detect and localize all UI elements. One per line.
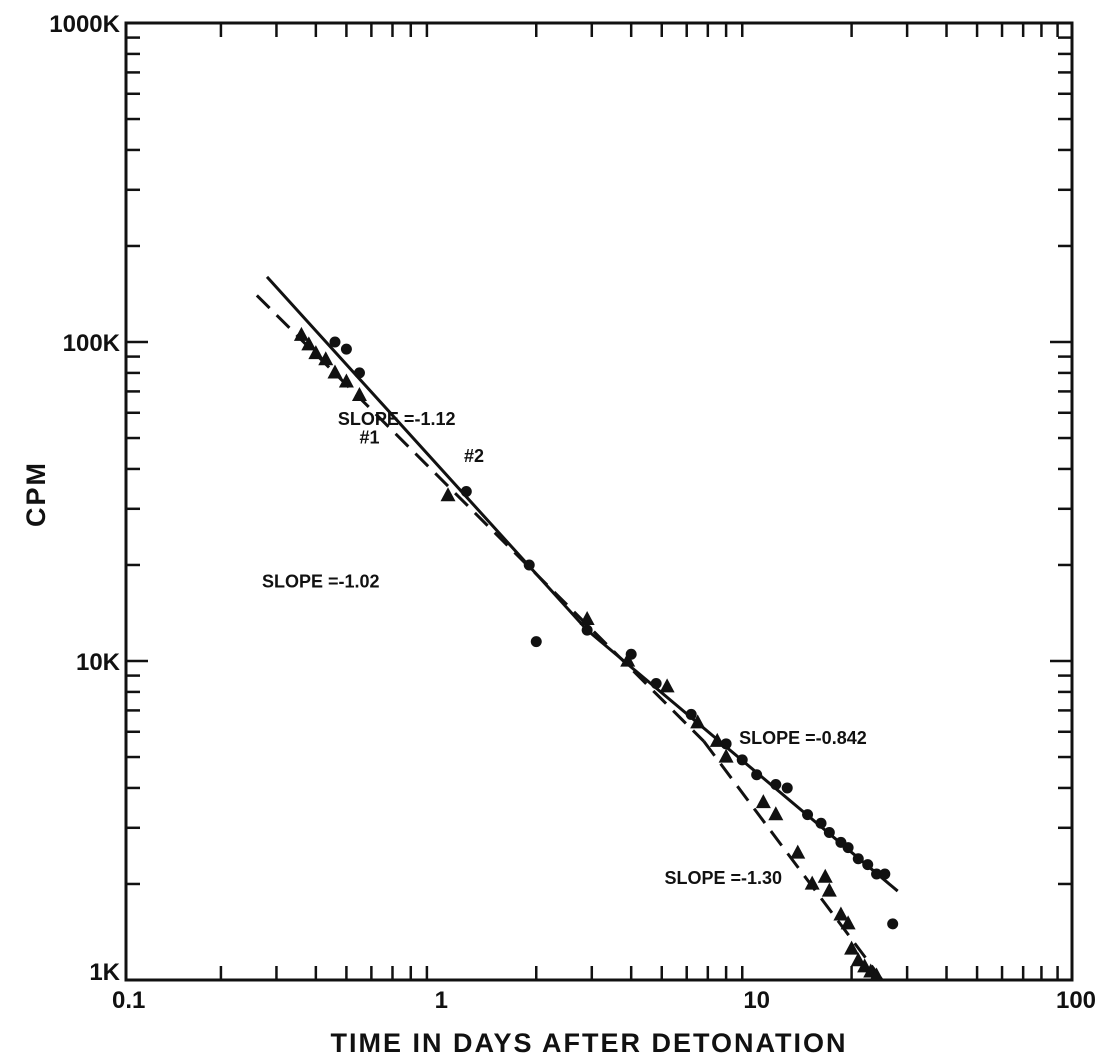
triangle-point — [833, 906, 849, 921]
x-axis-title: TIME IN DAYS AFTER DETONATION — [330, 1028, 847, 1058]
annotation-label: SLOPE =-0.842 — [739, 728, 867, 748]
annotation-label: SLOPE =-1.12 — [338, 409, 456, 429]
triangle-point — [768, 806, 784, 821]
circle-point — [887, 918, 899, 930]
triangle-point — [840, 915, 856, 930]
triangle-point — [790, 844, 806, 859]
triangle-point — [755, 794, 771, 809]
circle-point — [530, 636, 542, 648]
data-points — [293, 326, 899, 982]
triangle-point — [817, 868, 833, 883]
y-tick-label: 10K — [76, 649, 121, 676]
dashed-fit-line — [255, 294, 705, 743]
triangle-point — [293, 326, 309, 341]
circle-point — [862, 859, 874, 871]
annotation-label: #2 — [464, 446, 484, 466]
x-tick-label: 100 — [1056, 987, 1096, 1014]
x-tick-label: 0.1 — [112, 987, 145, 1014]
axis-ticks — [126, 23, 1072, 982]
triangle-point — [620, 652, 636, 667]
circle-point — [842, 842, 854, 854]
y-tick-label: 100K — [63, 330, 121, 357]
plot-frame — [124, 21, 1074, 982]
triangle-point — [579, 611, 595, 626]
triangle-point — [318, 351, 334, 366]
circle-point — [781, 782, 793, 794]
circle-point — [852, 853, 864, 865]
triangle-point — [440, 487, 456, 502]
circle-point — [650, 678, 662, 690]
circle-point — [353, 367, 365, 379]
circle-point — [329, 336, 341, 348]
circle-point — [340, 343, 352, 355]
triangle-point — [327, 364, 343, 379]
circle-point — [815, 817, 827, 829]
triangle-point — [850, 952, 866, 967]
circle-point — [685, 708, 697, 720]
circle-point — [823, 826, 835, 838]
dashed-fit-line — [702, 740, 884, 981]
y-tick-label: 1000K — [49, 11, 120, 38]
circle-point — [879, 868, 891, 880]
circle-point — [581, 624, 593, 636]
triangle-point — [690, 714, 706, 729]
triangle-point — [659, 678, 675, 693]
triangle-point — [718, 748, 734, 763]
annotation-label: #1 — [359, 428, 379, 448]
x-tick-label: 1 — [435, 987, 448, 1014]
x-tick-label: 10 — [743, 987, 770, 1014]
circle-point — [770, 779, 782, 791]
circle-point — [751, 769, 763, 781]
fit-lines — [255, 275, 899, 981]
triangle-point — [709, 732, 725, 747]
y-axis-title: CPM — [21, 461, 51, 527]
triangle-point — [844, 940, 860, 955]
tick-labels: 0.1 1 10 100 1K 10K 100K 1000K — [49, 11, 1096, 1014]
triangle-point — [351, 387, 367, 402]
circle-point — [871, 868, 883, 880]
circle-point — [460, 485, 472, 497]
circle-point — [523, 559, 535, 571]
annotation-label: SLOPE =-1.30 — [664, 868, 782, 888]
solid-fit-line — [265, 275, 589, 632]
y-tick-label: 1K — [89, 959, 120, 986]
triangle-point — [338, 373, 354, 388]
annotations: SLOPE =-1.12 SLOPE =-1.02 SLOPE =-0.842 SLO… — [262, 409, 867, 888]
triangle-point — [821, 882, 837, 897]
circle-point — [802, 809, 814, 821]
triangle-point — [869, 967, 885, 982]
triangle-point — [804, 875, 820, 890]
circle-point — [736, 754, 748, 766]
triangle-point — [301, 336, 317, 351]
triangle-point — [308, 345, 324, 360]
annotation-label: SLOPE =-1.02 — [262, 571, 380, 591]
